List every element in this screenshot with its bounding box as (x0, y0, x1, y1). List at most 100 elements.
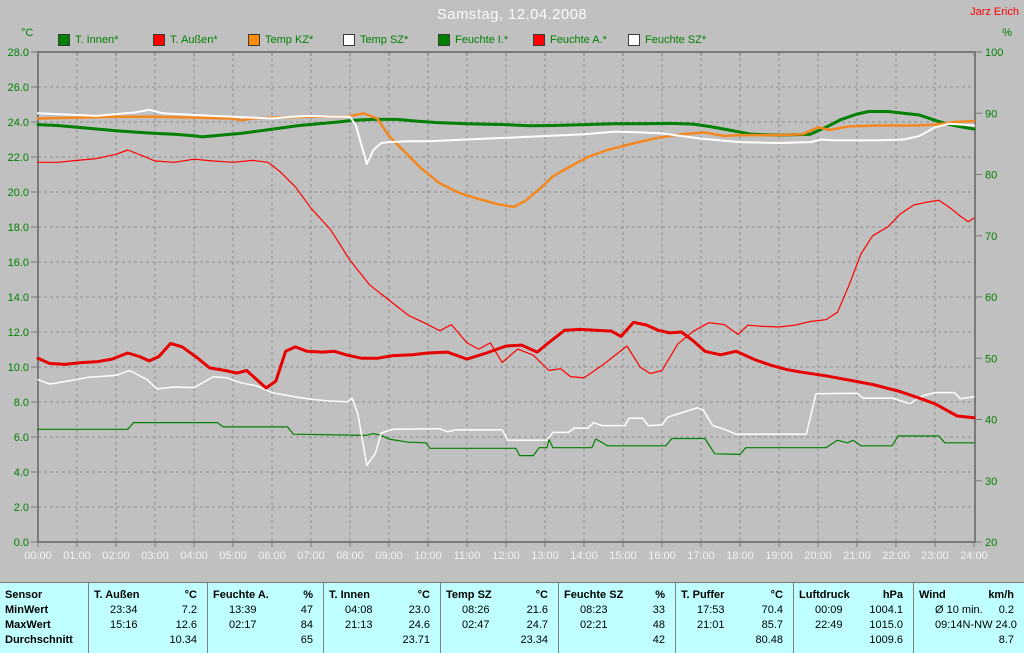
min-value: 47 (300, 604, 313, 616)
table-cell-minwert: 08:26 21.6 (441, 603, 558, 618)
min-value: 33 (652, 604, 665, 616)
sensor-name: Temp SZ (446, 589, 492, 601)
table-cell-maxwert: 09:14 N-NW 24.0 (914, 618, 1024, 633)
x-axis-tick-label: 19:00 (765, 550, 793, 562)
author-label: Jarz Erich (970, 6, 1019, 18)
table-cell-minwert: 13:39 47 (208, 603, 323, 618)
left-axis-tick-label: 20.0 (8, 187, 29, 199)
table-cell-minwert: 00:09 1004.1 (794, 603, 913, 618)
x-axis-tick-label: 17:00 (687, 550, 715, 562)
legend-item-feuchte-sz: Feuchte SZ* (628, 34, 706, 46)
left-axis-tick-label: 22.0 (8, 152, 29, 164)
max-value: 85.7 (761, 619, 783, 631)
series-line-t-innen (36, 110, 976, 139)
sensor-name: Feuchte A. (213, 589, 269, 601)
x-axis-tick-label: 04:00 (180, 550, 208, 562)
left-axis-tick-label: 8.0 (14, 397, 29, 409)
min-time: 04:08 (345, 604, 373, 616)
table-row-label: MinWert (5, 604, 49, 616)
x-axis-tick-label: 11:00 (454, 550, 481, 562)
legend-item-t-au-en: T. Außen* (153, 34, 218, 46)
table-cell-durchschnitt: 23.71 (324, 633, 440, 648)
table-cell-minwert: 08:23 33 (559, 603, 675, 618)
table-header-sensor: Sensor (5, 589, 43, 601)
left-axis-tick-label: 18.0 (8, 222, 29, 234)
table-header: Wind km/h (914, 588, 1024, 603)
sensor-unit: % (655, 589, 665, 601)
max-value: 48 (652, 619, 665, 631)
table-header: T. Puffer °C (676, 588, 793, 603)
max-value: 12.6 (175, 619, 197, 631)
legend-swatch-icon (438, 34, 450, 46)
avg-value: 23.34 (520, 634, 548, 646)
left-axis-tick-label: 0.0 (14, 537, 29, 549)
series-line-t-au-en (36, 320, 976, 420)
table-cell-durchschnitt: 65 (208, 633, 323, 648)
legend-label: T. Außen* (170, 34, 218, 46)
legend-label: Feuchte A.* (550, 34, 607, 46)
min-time: 13:39 (229, 604, 257, 616)
right-axis-tick-label: 70 (985, 231, 997, 243)
min-time: 00:09 (815, 604, 843, 616)
series-line-feuchte-sz (37, 369, 975, 467)
right-axis-tick-label: 80 (985, 170, 997, 182)
left-axis-tick-label: 28.0 (8, 47, 29, 59)
min-value: 0.2 (998, 604, 1014, 616)
right-axis-tick-label: 30 (985, 476, 997, 488)
max-time: 21:13 (345, 619, 373, 631)
x-axis-tick-label: 14:00 (570, 550, 598, 562)
table-cell-durchschnitt: 10.34 (89, 633, 207, 648)
table-cell-durchschnitt: 42 (559, 633, 675, 648)
legend-label: Temp SZ* (360, 34, 409, 46)
table-header: Temp SZ °C (441, 588, 558, 603)
table-column-feuchte-a: Feuchte A.% 13:39 47 02:17 84 65 (207, 583, 323, 653)
x-axis-tick-label: 08:00 (336, 550, 364, 562)
min-time: Ø 10 min. (935, 604, 983, 616)
table-row-label: Durchschnitt (5, 634, 73, 646)
max-value: 1015.0 (869, 619, 903, 631)
table-cell-maxwert: 21:01 85.7 (676, 618, 793, 633)
x-axis-tick-label: 09:00 (375, 550, 403, 562)
series-line-feuchte-a (37, 149, 975, 379)
legend-label: Temp KZ* (265, 34, 314, 46)
x-axis-tick-label: 03:00 (141, 550, 169, 562)
legend-item-feuchte-a: Feuchte A.* (533, 34, 607, 46)
table-cell-minwert: 04:08 23.0 (324, 603, 440, 618)
max-time: 02:17 (229, 619, 257, 631)
table-cell-maxwert: 02:21 48 (559, 618, 675, 633)
x-axis-tick-label: 16:00 (648, 550, 676, 562)
min-value: 21.6 (526, 604, 548, 616)
min-time: 23:34 (110, 604, 138, 616)
chart-canvas: 28.0 26.0 24.0 22.0 20.0 18.0 16.0 14.0 12.0 10.0… (8, 47, 1004, 562)
table-cell-maxwert: 21:13 24.6 (324, 618, 440, 633)
legend-item-t-innen: T. Innen* (58, 34, 118, 46)
table-cell-durchschnitt: 1009.6 (794, 633, 913, 648)
sensor-unit: % (303, 589, 313, 601)
left-axis-tick-label: 6.0 (14, 432, 29, 444)
legend-item-temp-kz: Temp KZ* (248, 34, 313, 46)
series-line-temp-sz (37, 108, 975, 165)
x-axis-tick-label: 06:00 (258, 550, 286, 562)
min-value: 1004.1 (869, 604, 903, 616)
table-header: T. Innen °C (324, 588, 440, 603)
min-time: 08:26 (462, 604, 490, 616)
table-header: Feuchte SZ% (559, 588, 675, 603)
table-cell-maxwert: 15:16 12.6 (89, 618, 207, 633)
sensor-name: T. Puffer (681, 589, 725, 601)
table-header: T. Außen °C (89, 588, 207, 603)
table-cell-durchschnitt: 23.34 (441, 633, 558, 648)
avg-value: 10.34 (169, 634, 197, 646)
max-value: 84 (300, 619, 313, 631)
table-column-t-au-en: T. Außen °C 23:34 7.2 15:16 12.6 10.34 (88, 583, 207, 653)
table-column-t-puffer: T. Puffer °C 17:53 70.4 21:01 85.7 80.48 (675, 583, 793, 653)
x-axis-tick-label: 18:00 (726, 550, 754, 562)
avg-value: 80.48 (755, 634, 783, 646)
left-axis-tick-label: 12.0 (8, 327, 29, 339)
table-column-feuchte-sz: Feuchte SZ% 08:23 33 02:21 48 42 (558, 583, 675, 653)
x-axis-tick-label: 10:00 (414, 550, 442, 562)
table-column-temp-sz: Temp SZ °C 08:26 21.6 02:47 24.7 23.34 (440, 583, 558, 653)
left-axis-tick-label: 10.0 (8, 362, 29, 374)
sensor-unit: °C (184, 589, 197, 601)
left-axis-tick-label: 26.0 (8, 82, 29, 94)
